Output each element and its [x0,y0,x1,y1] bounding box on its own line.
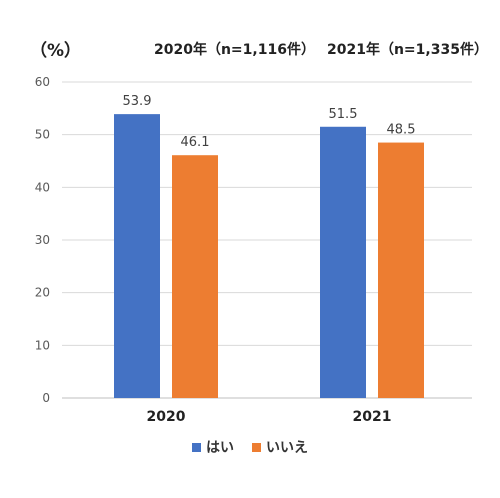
data-label-2020-series-0: 53.9 [123,94,152,109]
legend: はい いいえ [0,437,500,457]
x-tick-label-2021: 2021 [353,409,392,425]
legend-label-no: いいえ [266,440,308,456]
legend-item-no: いいえ [252,437,308,457]
y-tick-label-30: 30 [35,233,50,247]
data-label-2020-series-1: 46.1 [181,135,210,150]
x-tick-label-2020: 2020 [147,409,186,425]
bar-2021-series-1 [378,142,424,398]
y-tick-label-20: 20 [35,286,50,300]
data-label-2021-series-0: 51.5 [329,107,358,122]
y-tick-label-60: 60 [35,75,50,89]
sample-size-note-2021: 2021年（n=1,335件） [327,42,488,58]
legend-label-yes: はい [206,440,234,456]
y-tick-label-10: 10 [35,338,50,352]
bar-2021-series-0 [320,126,366,399]
y-tick-label-50: 50 [35,128,50,142]
legend-swatch-yes [192,442,201,452]
y-unit-label: （%） [30,41,82,61]
bar-2020-series-0 [114,114,160,399]
y-tick-label-40: 40 [35,180,50,194]
data-label-2021-series-1: 48.5 [387,123,416,138]
y-tick-label-0: 0 [42,391,50,405]
bar-2020-series-1 [172,155,218,398]
sample-size-note-2020: 2020年（n=1,116件） [154,42,315,58]
legend-item-yes: はい [192,437,234,457]
legend-swatch-no [252,442,261,452]
